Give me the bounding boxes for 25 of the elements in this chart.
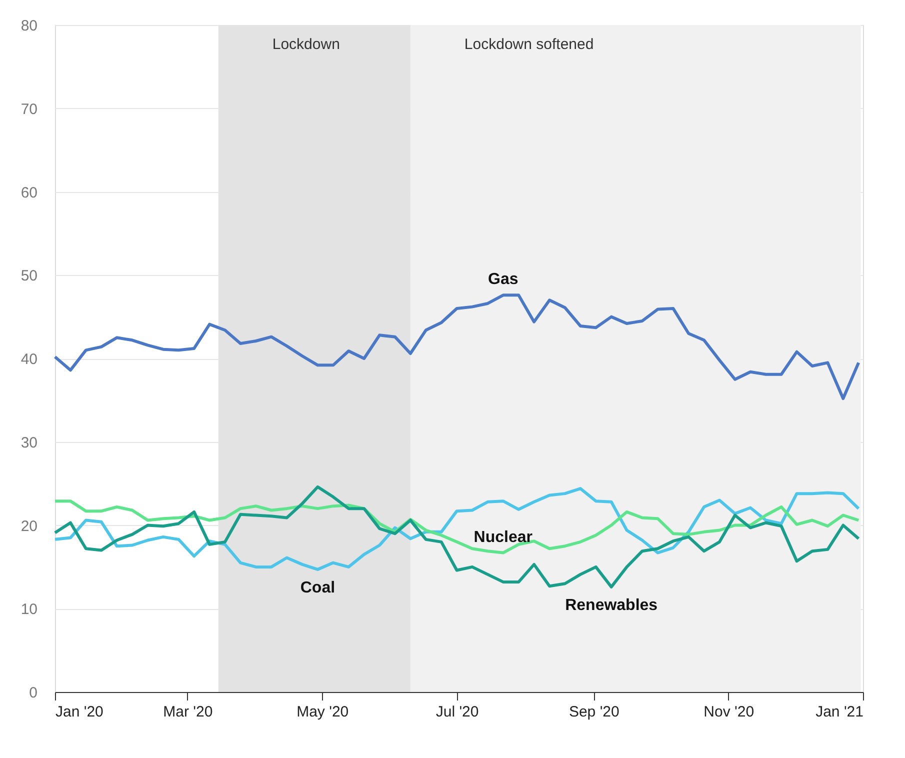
y-tick-label: 10 [20, 601, 38, 618]
series-label: Renewables [565, 596, 658, 614]
line-series [54, 294, 860, 400]
x-tick-label: Sep '20 [568, 704, 620, 720]
y-tick-label: 60 [20, 184, 38, 202]
x-tick-label: Nov '20 [704, 704, 754, 720]
y-tick-label: 40 [20, 351, 38, 368]
y-tick-label: 80 [20, 18, 38, 34]
y-tick-label: 30 [20, 434, 38, 452]
series-label: Coal [300, 579, 336, 596]
x-tick-label: Mar '20 [163, 704, 213, 720]
x-tick-label: Jul '20 [436, 704, 479, 720]
series-label: Gas [488, 271, 518, 288]
band-label: Lockdown softened [464, 36, 594, 53]
line-series [54, 487, 860, 571]
x-tick-label: May '20 [296, 704, 349, 720]
x-tick-label: Jan '20 [56, 704, 104, 720]
y-tick-label: 20 [20, 518, 38, 535]
series-label: Nuclear [474, 528, 533, 546]
y-tick-label: 50 [20, 268, 38, 285]
y-tick-label: 0 [29, 684, 38, 702]
y-tick-label: 70 [20, 100, 38, 118]
line-series [54, 500, 860, 554]
x-tick-label: Jan '21 [816, 704, 864, 720]
band-label: Lockdown [272, 36, 340, 53]
